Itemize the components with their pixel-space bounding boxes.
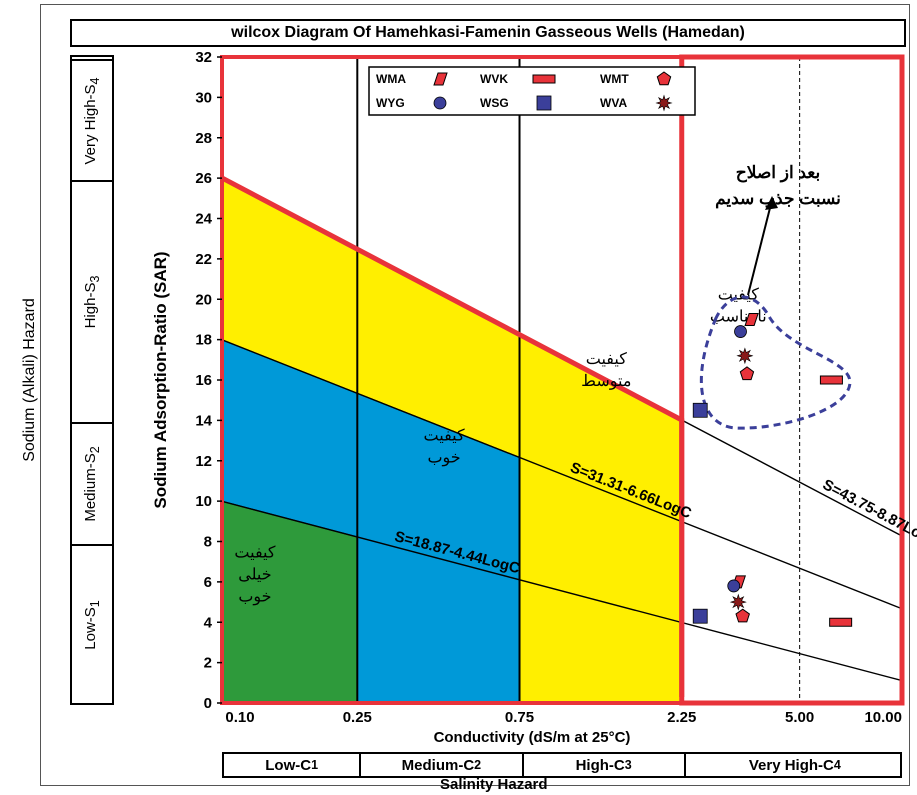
chart-title: wilcox Diagram Of Hamehkasi-Famenin Gass… — [70, 19, 906, 47]
sodium-class-3: High-S3 — [72, 180, 112, 422]
legend-label-wva: WVA — [600, 96, 627, 110]
annotation-text: بعد از اصلاح — [736, 163, 821, 183]
class-line-1 — [221, 500, 903, 682]
zone-label-line: خوب — [427, 450, 460, 467]
salinity-hazard-label: Salinity Hazard — [440, 776, 548, 793]
y-tick-label: 4 — [204, 614, 213, 631]
sodium-hazard-column: Low-S1 Medium-S2 High-S3 Very High-S4 — [70, 55, 114, 705]
class-line-2 — [221, 339, 903, 610]
y-tick-label: 6 — [204, 574, 212, 591]
y-tick-label: 18 — [195, 332, 212, 349]
x-tick-label: 0.25 — [343, 709, 372, 726]
zone-label-line: کیفیت — [424, 428, 465, 445]
point-wyg — [734, 325, 747, 338]
salinity-class-2: Medium-C 2 — [359, 754, 521, 776]
y-tick-label: 10 — [195, 493, 212, 510]
y-tick-label: 20 — [195, 291, 212, 308]
y-tick-label: 24 — [195, 211, 212, 228]
point-wmt — [739, 366, 755, 381]
legend-marker-wsg — [536, 95, 552, 111]
x-tick-label: 0.10 — [225, 709, 254, 726]
legend-marker-wvk — [532, 74, 556, 84]
zone-label-line: خیلی — [238, 567, 271, 584]
zone-label-line: خوب — [238, 589, 271, 606]
legend-label-wmt: WMT — [600, 72, 629, 86]
zone-label-line: کیفیت — [586, 351, 627, 368]
zone-label-line: متوسط — [581, 373, 631, 390]
zone-label-2: کیفیت خوب — [424, 428, 465, 467]
y-tick-label: 22 — [195, 251, 212, 268]
y-tick-label: 26 — [195, 170, 212, 187]
zone-label-1: کیفیت خیلی خوب — [234, 545, 275, 606]
legend-label-wma: WMA — [376, 72, 406, 86]
y-tick-label: 2 — [204, 655, 212, 672]
sodium-class-2: Medium-S2 — [72, 422, 112, 543]
point-wvk — [829, 617, 853, 627]
y-tick-label: 14 — [195, 412, 212, 429]
zone-label-line: کیفیت — [234, 545, 275, 562]
legend-label-wyg: WYG — [376, 96, 405, 110]
point-wva — [729, 593, 747, 611]
x-tick-label: 0.75 — [505, 709, 534, 726]
figure-frame — [40, 4, 910, 786]
y-tick-label: 30 — [195, 89, 212, 106]
y-tick-label: 0 — [204, 695, 212, 712]
sodium-class-4: Very High-S4 — [72, 59, 112, 180]
x-axis-label: Conductivity (dS/m at 25°C) — [434, 729, 631, 746]
annotation-arrowhead — [765, 196, 778, 210]
y-tick-label: 8 — [204, 534, 212, 551]
x-tick-label: 2.25 — [667, 709, 696, 726]
point-wvk — [819, 375, 843, 385]
point-wma — [744, 312, 759, 326]
y-tick-label: 16 — [195, 372, 212, 389]
annotation-arrow — [747, 199, 773, 296]
very-high-red-boundary — [679, 54, 905, 706]
point-wsg — [692, 402, 708, 418]
point-wyg — [727, 579, 741, 593]
legend-label-wsg: WSG — [480, 96, 509, 110]
sodium-class-1: Low-S1 — [72, 543, 112, 706]
salinity-hazard-row: Low-C 1 Medium-C 2 High-C 3 Very High-C 4 — [222, 752, 902, 778]
point-wmt — [735, 608, 750, 623]
y-tick-label: 12 — [195, 453, 212, 470]
salinity-class-3: High-C 3 — [521, 754, 684, 776]
legend-marker-wma — [433, 72, 448, 86]
point-wva — [736, 347, 754, 365]
annotation-text: نسبت جذب سدیم — [715, 189, 841, 209]
legend-box — [368, 66, 696, 116]
salinity-class-1: Low-C 1 — [265, 756, 319, 774]
x-tick-label: 10.00 — [864, 709, 902, 726]
legend-label-wvk: WVK — [480, 72, 508, 86]
salinity-class-4: Very High-C 4 — [683, 754, 904, 776]
legend-marker-wva — [655, 94, 673, 112]
y-tick-label: 28 — [195, 130, 212, 147]
zone-label-line: نامناسب — [710, 308, 767, 325]
legend-marker-wmt — [656, 71, 672, 86]
x-tick-label: 5.00 — [785, 709, 814, 726]
point-wsg — [692, 608, 708, 624]
legend-marker-wyg — [433, 96, 447, 110]
y-axis-label: Sodium Adsorption-Ratio (SAR) — [151, 251, 170, 508]
zone-label-3: کیفیت متوسط — [581, 351, 631, 390]
y-tick-label: 32 — [195, 49, 212, 66]
